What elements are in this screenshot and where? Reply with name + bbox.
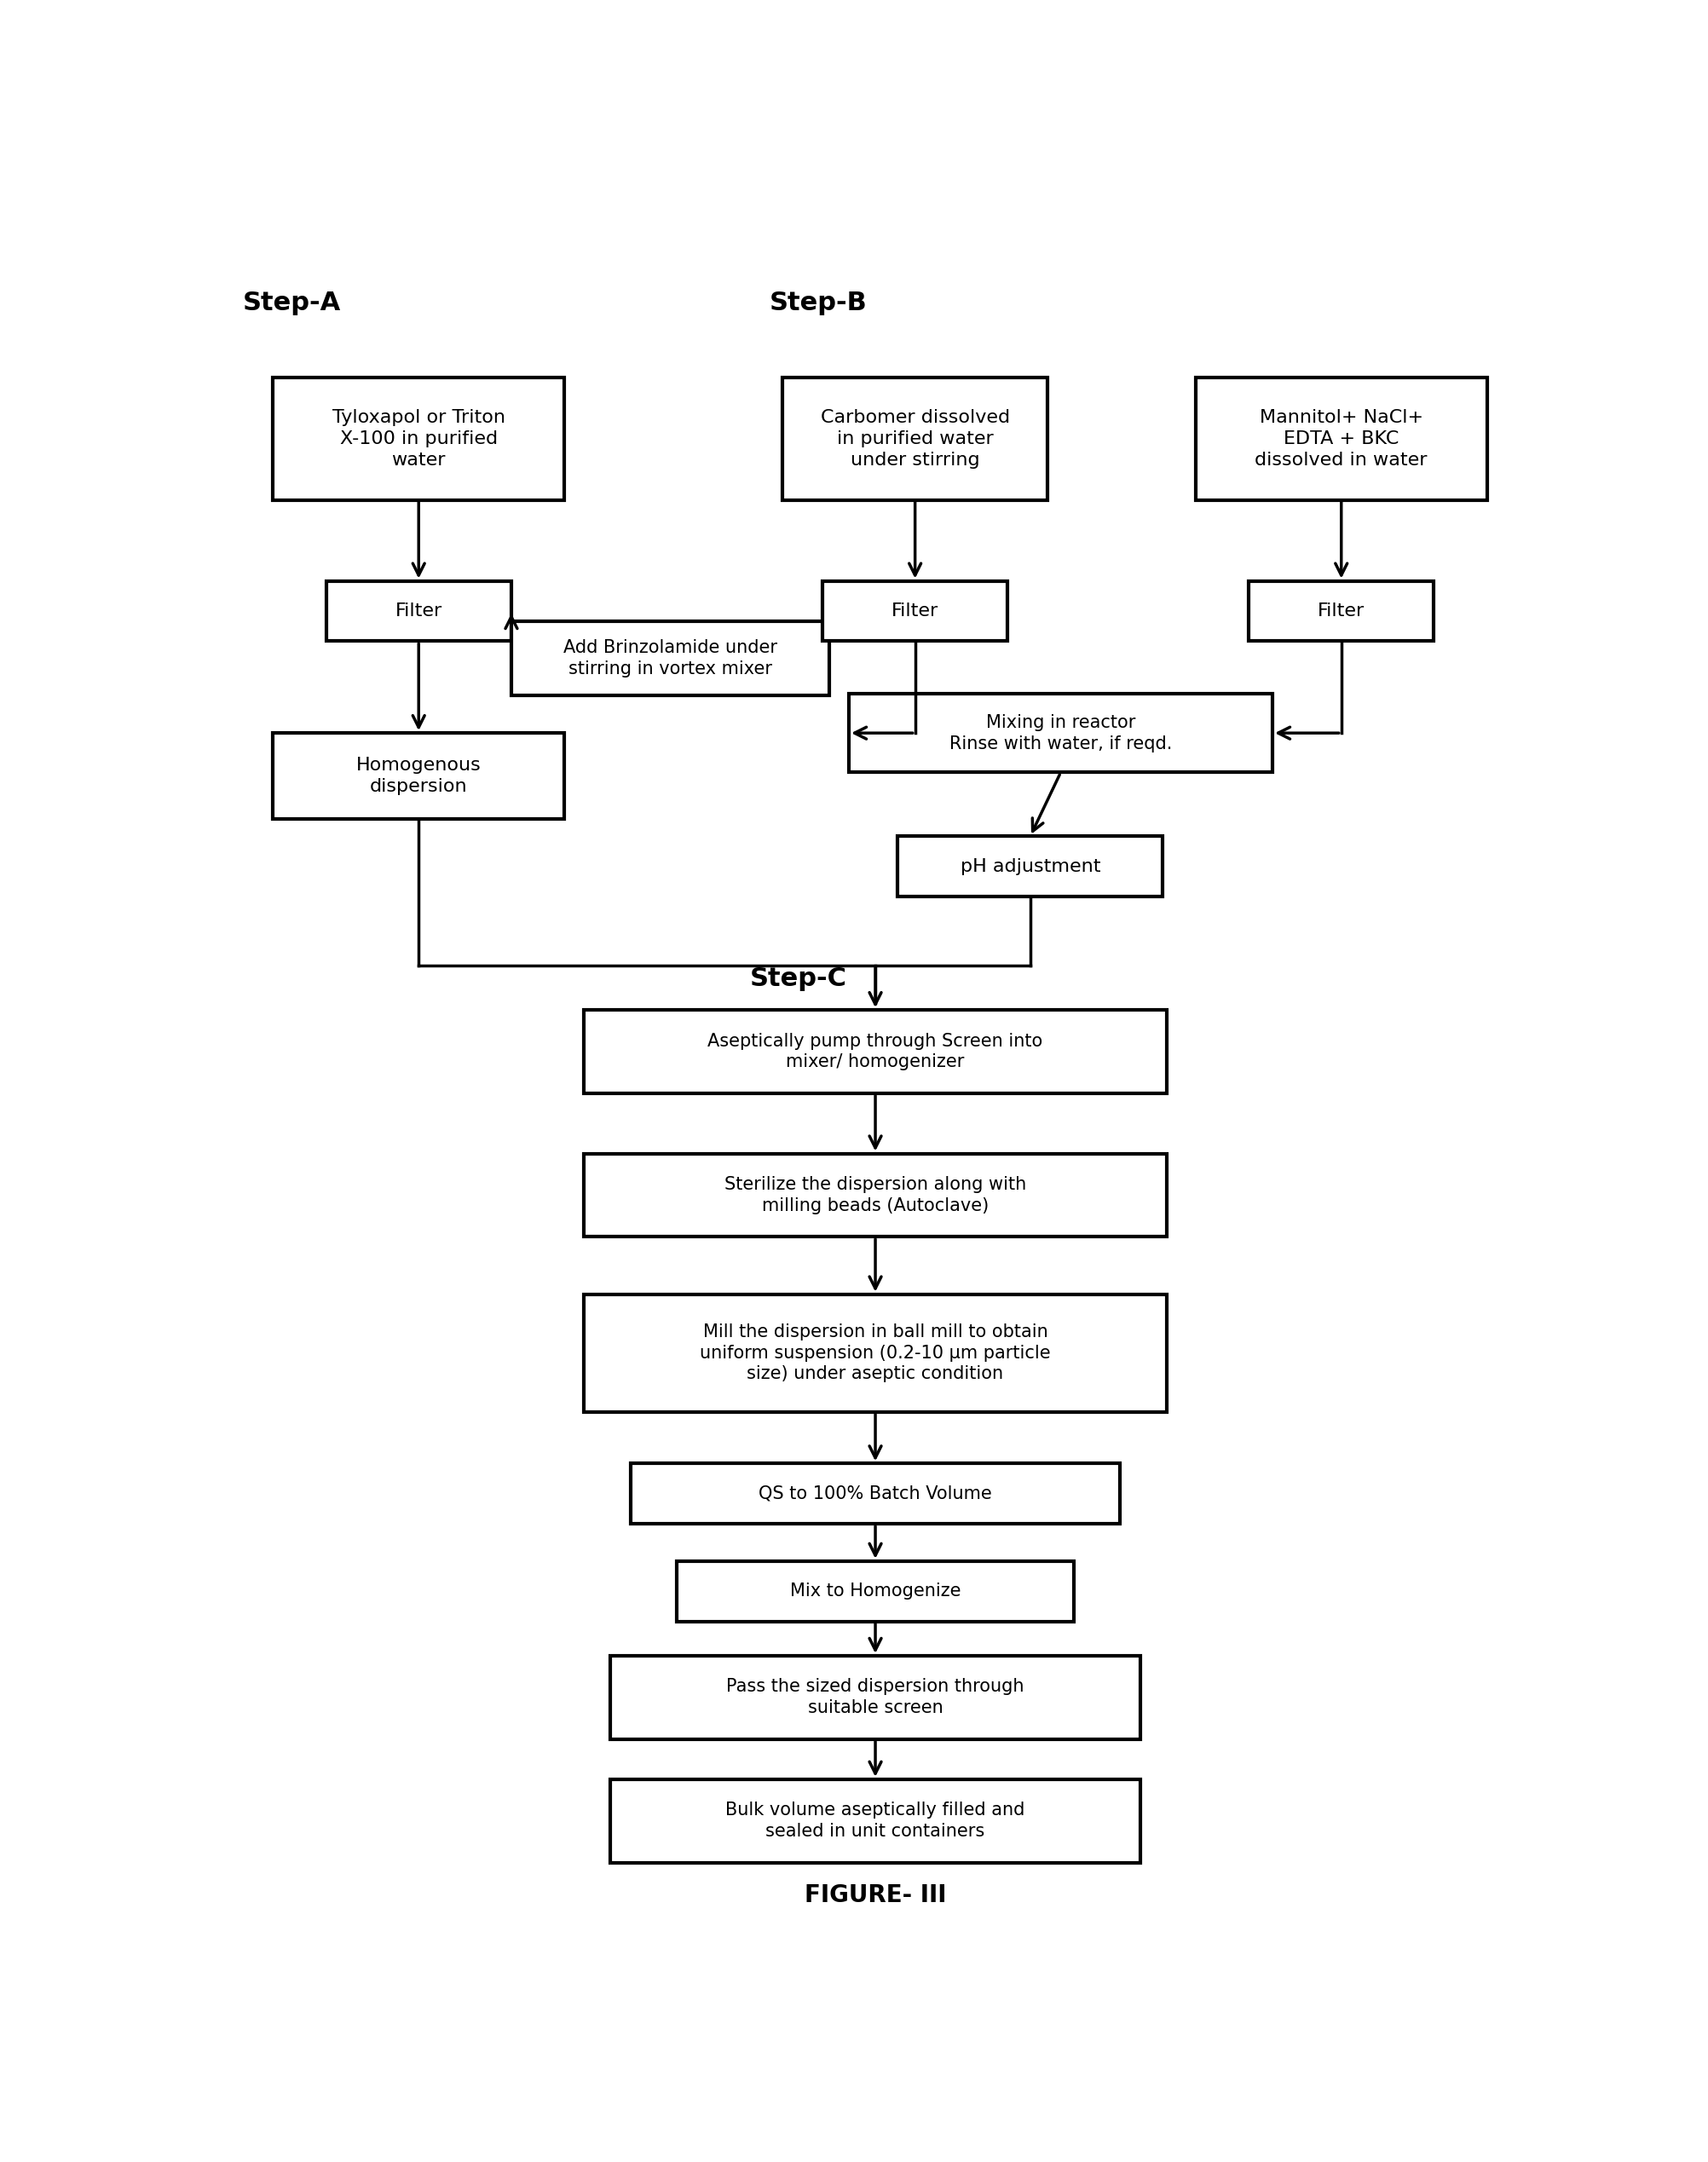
FancyBboxPatch shape: [676, 1561, 1074, 1622]
Text: pH adjustment: pH adjustment: [960, 858, 1100, 876]
Text: Mannitol+ NaCl+
EDTA + BKC
dissolved in water: Mannitol+ NaCl+ EDTA + BKC dissolved in …: [1255, 409, 1428, 469]
FancyBboxPatch shape: [511, 620, 828, 696]
Text: Filter: Filter: [892, 603, 939, 620]
FancyBboxPatch shape: [273, 378, 564, 499]
Text: Filter: Filter: [1319, 603, 1365, 620]
FancyBboxPatch shape: [1249, 582, 1435, 642]
Text: Step-A: Step-A: [243, 292, 342, 316]
Text: Filter: Filter: [395, 603, 442, 620]
Text: Mill the dispersion in ball mill to obtain
uniform suspension (0.2-10 μm particl: Mill the dispersion in ball mill to obta…: [700, 1323, 1050, 1384]
FancyBboxPatch shape: [273, 733, 564, 819]
FancyBboxPatch shape: [782, 378, 1047, 499]
Text: Mixing in reactor
Rinse with water, if reqd.: Mixing in reactor Rinse with water, if r…: [950, 713, 1172, 752]
FancyBboxPatch shape: [849, 694, 1272, 772]
Text: Aseptically pump through Screen into
mixer/ homogenizer: Aseptically pump through Screen into mix…: [707, 1033, 1044, 1070]
Text: Step-B: Step-B: [769, 292, 868, 316]
Text: Pass the sized dispersion through
suitable screen: Pass the sized dispersion through suitab…: [726, 1678, 1025, 1717]
Text: QS to 100% Batch Volume: QS to 100% Batch Volume: [758, 1485, 992, 1503]
Text: Step-C: Step-C: [750, 966, 847, 992]
Text: Sterilize the dispersion along with
milling beads (Autoclave): Sterilize the dispersion along with mill…: [724, 1176, 1027, 1215]
Text: Carbomer dissolved
in purified water
under stirring: Carbomer dissolved in purified water und…: [820, 409, 1009, 469]
FancyBboxPatch shape: [630, 1464, 1120, 1524]
Text: Homogenous
dispersion: Homogenous dispersion: [357, 757, 482, 796]
Text: Add Brinzolamide under
stirring in vortex mixer: Add Brinzolamide under stirring in vorte…: [564, 640, 777, 677]
FancyBboxPatch shape: [584, 1010, 1167, 1094]
Text: FIGURE- III: FIGURE- III: [804, 1883, 946, 1907]
FancyBboxPatch shape: [898, 837, 1163, 897]
Text: Tyloxapol or Triton
X-100 in purified
water: Tyloxapol or Triton X-100 in purified wa…: [331, 409, 506, 469]
FancyBboxPatch shape: [584, 1155, 1167, 1237]
Text: Mix to Homogenize: Mix to Homogenize: [789, 1583, 962, 1600]
FancyBboxPatch shape: [326, 582, 511, 642]
FancyBboxPatch shape: [611, 1779, 1141, 1861]
FancyBboxPatch shape: [823, 582, 1008, 642]
FancyBboxPatch shape: [611, 1656, 1141, 1738]
FancyBboxPatch shape: [1196, 378, 1488, 499]
Text: Bulk volume aseptically filled and
sealed in unit containers: Bulk volume aseptically filled and seale…: [726, 1801, 1025, 1840]
FancyBboxPatch shape: [584, 1295, 1167, 1412]
